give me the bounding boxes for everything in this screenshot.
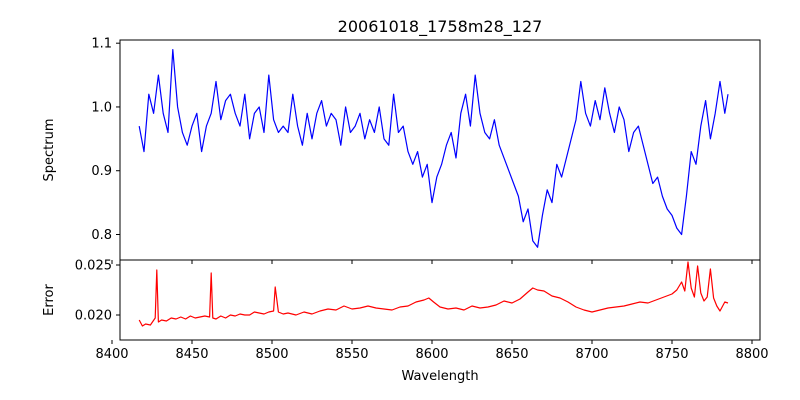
x-tick-label: 8800 (735, 347, 768, 362)
x-tick-label: 8500 (255, 347, 288, 362)
error-x-axis: 8400 8450 8500 8550 8600 8650 8700 8750 8800 (95, 340, 769, 362)
x-tick-label: 8550 (335, 347, 368, 362)
spectrum-y-axis-label: Spectrum (42, 119, 57, 182)
error-y-tick-label: 0.020 (75, 309, 112, 324)
x-tick-label: 8700 (575, 347, 608, 362)
spectrum-y-tick-label: 1.0 (91, 100, 112, 115)
spectrum-x-ticks (111, 260, 753, 264)
spectrum-panel: 0.8 0.9 1.0 1.1 Spectrum (42, 37, 761, 264)
spectrum-y-tick-label: 0.8 (91, 228, 112, 243)
x-axis-label: Wavelength (401, 369, 478, 384)
chart-title: 20061018_1758m28_127 (338, 17, 543, 37)
x-tick-label: 8650 (495, 347, 528, 362)
x-tick-label: 8450 (175, 347, 208, 362)
error-y-axis-label: Error (42, 284, 57, 316)
spectrum-plot-frame (119, 39, 761, 261)
error-series-group (138, 261, 729, 327)
spectrum-y-tick-label: 1.1 (91, 37, 112, 52)
error-y-tick-label: 0.025 (75, 259, 112, 274)
x-tick-label: 8600 (415, 347, 448, 362)
spectrum-series-group (138, 48, 729, 248)
spectrum-y-tick-label: 0.9 (91, 164, 112, 179)
spectrum-y-axis: 0.8 0.9 1.0 1.1 (91, 37, 120, 243)
error-plot-frame (119, 259, 761, 341)
x-tick-label: 8400 (95, 347, 128, 362)
spectrum-series-line (138, 48, 729, 248)
error-series-line (138, 261, 729, 327)
x-tick-label: 8750 (655, 347, 688, 362)
error-y-axis: 0.020 0.025 (75, 259, 120, 324)
